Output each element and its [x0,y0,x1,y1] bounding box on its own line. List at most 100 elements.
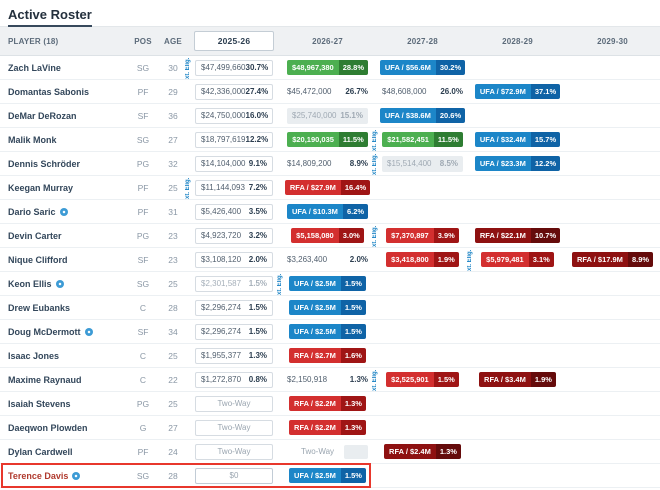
player-name-cell: Zach LaVine [0,56,128,79]
badge-label: RFA / $17.9M [571,252,628,267]
salary-pct: 15.1% [340,111,363,120]
header-year-active-box[interactable]: 2025-26 [194,31,274,51]
salary-badge[interactable]: RFA / $2.4M 1.3% [384,444,461,459]
header-year-2025-26[interactable]: 2025-26 [188,31,280,51]
player-name[interactable]: Zach LaVine [8,62,61,73]
salary-badge[interactable]: UFA / $56.6M 30.2% [379,60,466,75]
header-pos[interactable]: POS [134,36,152,46]
salary-box[interactable]: Two-Way [195,443,273,460]
salary-box[interactable]: $47,499,660 30.7% [195,59,273,76]
salary-badge[interactable]: UFA / $2.5M 1.5% [289,300,366,315]
badge-pct: 1.9% [433,252,459,267]
title-bar: Active Roster [0,0,660,27]
player-name[interactable]: Doug McDermott [8,326,81,337]
player-name[interactable]: Nique Clifford [8,254,68,265]
salary-box[interactable]: $24,750,000 16.0% [195,107,273,124]
salary-box[interactable]: $0 [195,467,273,484]
salary-box[interactable]: $11,144,093 7.2% [195,179,273,196]
header-year-2027-28[interactable]: 2027-28 [407,36,438,46]
table-row: Keegan Murray PF 25 xt. Elig. $11,144,093 7.2… [0,176,660,200]
badge-label: RFA / $2.7M [289,348,341,363]
player-name[interactable]: Domantas Sabonis [8,86,90,97]
player-name-cell: Isaac Jones [0,344,128,367]
salary-box[interactable]: Two-Way [195,419,273,436]
header-year-2026-27[interactable]: 2026-27 [312,36,343,46]
salary-cell-y3: UFA / $38.6M 20.6% [375,104,470,127]
salary-box[interactable]: $5,426,400 3.5% [195,203,273,220]
player-name[interactable]: Isaac Jones [8,350,60,361]
salary-badge[interactable]: $5,979,481 3.1% [481,252,554,267]
salary-badge[interactable]: $3,418,800 1.9% [386,252,459,267]
salary-box[interactable]: $1,272,870 0.8% [195,371,273,388]
salary-badge[interactable]: $5,158,080 3.0% [291,228,364,243]
salary-badge[interactable]: UFA / $38.6M 20.6% [379,108,466,123]
salary-badge[interactable]: UFA / $2.5M 1.5% [289,276,366,291]
player-name[interactable]: Maxime Raynaud [8,374,82,385]
player-pos: PG [136,230,150,241]
salary-box[interactable]: $14,104,000 9.1% [195,155,273,172]
salary-cell-y3: $48,608,000 26.0% [375,80,470,103]
player-name[interactable]: DeMar DeRozan [8,110,77,121]
player-name[interactable]: Keon Ellis [8,278,52,289]
salary-badge[interactable]: RFA / $27.9M 16.4% [284,180,371,195]
salary-badge[interactable]: UFA / $2.5M 1.5% [289,468,366,483]
player-name[interactable]: Terence Davis [8,470,69,481]
salary-badge[interactable]: RFA / $2.2M 1.3% [289,420,366,435]
salary-cell-y2: Two-Way [280,440,375,463]
player-name[interactable]: Dylan Cardwell [8,446,73,457]
header-year-2029-30[interactable]: 2029-30 [597,36,628,46]
salary-badge[interactable]: RFA / $17.9M 8.9% [571,252,654,267]
salary-cell-y1: $2,296,274 1.5% [188,296,280,319]
salary-pct: 0.8% [248,375,267,384]
player-name[interactable]: Daeqwon Plowden [8,422,88,433]
player-name[interactable]: Devin Carter [8,230,62,241]
salary-badge[interactable]: RFA / $2.7M 1.6% [289,348,366,363]
player-name[interactable]: Isaiah Stevens [8,398,71,409]
salary-badge[interactable]: UFA / $10.3M 6.2% [286,204,369,219]
header-year-2028-29[interactable]: 2028-29 [502,36,533,46]
salary-value: $24,750,000 [201,111,246,120]
player-name[interactable]: Dario Saric [8,206,56,217]
badge-label: UFA / $2.5M [289,276,341,291]
player-name[interactable]: Drew Eubanks [8,302,71,313]
salary-box[interactable]: $2,296,274 1.5% [195,299,273,316]
table-row: Dennis Schröder PG 32 $14,104,000 9.1% $14,80… [0,152,660,176]
player-age: 23 [168,254,178,265]
player-name[interactable]: Keegan Murray [8,182,74,193]
salary-box[interactable]: $1,955,377 1.3% [195,347,273,364]
salary-badge[interactable]: RFA / $2.2M 1.3% [289,396,366,411]
salary-cell-y4 [470,272,565,295]
salary-badge[interactable]: UFA / $32.4M 15.7% [474,132,561,147]
salary-cell-y2: $2,150,918 1.3% [280,368,375,391]
salary-badge[interactable]: RFA / $22.1M 10.7% [474,228,561,243]
salary-badge[interactable]: $48,967,380 28.8% [287,60,368,75]
salary-badge[interactable]: $7,370,897 3.9% [386,228,459,243]
salary-box[interactable]: $3,108,120 2.0% [195,251,273,268]
salary-cell-y5 [565,440,660,463]
badge-label: UFA / $2.5M [289,300,341,315]
salary-cell-y3 [375,392,470,415]
salary-badge[interactable]: UFA / $72.9M 37.1% [474,84,561,99]
player-age: 34 [168,326,178,337]
salary-badge[interactable]: $20,190,035 11.5% [287,132,368,147]
salary-box[interactable]: $2,301,587 1.5% [195,275,273,292]
salary-box[interactable]: $2,296,274 1.5% [195,323,273,340]
badge-label: $21,582,451 [382,132,434,147]
salary-cell-y5 [565,176,660,199]
salary-badge[interactable]: UFA / $23.3M 12.2% [474,156,561,171]
player-age: 28 [168,302,178,313]
twoway-label: Two-Way [301,447,335,456]
player-pos: C [139,374,147,385]
salary-box[interactable]: $4,923,720 3.2% [195,227,273,244]
salary-badge[interactable]: UFA / $2.5M 1.5% [289,324,366,339]
player-name[interactable]: Dennis Schröder [8,158,81,169]
header-age[interactable]: AGE [164,36,182,46]
salary-box[interactable]: Two-Way [195,395,273,412]
salary-badge[interactable]: RFA / $3.4M 1.9% [479,372,556,387]
salary-box[interactable]: $18,797,619 12.2% [195,131,273,148]
salary-badge[interactable]: $21,582,451 11.5% [382,132,463,147]
salary-box[interactable]: $42,336,000 27.4% [195,83,273,100]
player-name[interactable]: Malik Monk [8,134,57,145]
salary-badge[interactable]: $2,525,901 1.5% [386,372,459,387]
header-player[interactable]: PLAYER (18) [8,36,59,46]
